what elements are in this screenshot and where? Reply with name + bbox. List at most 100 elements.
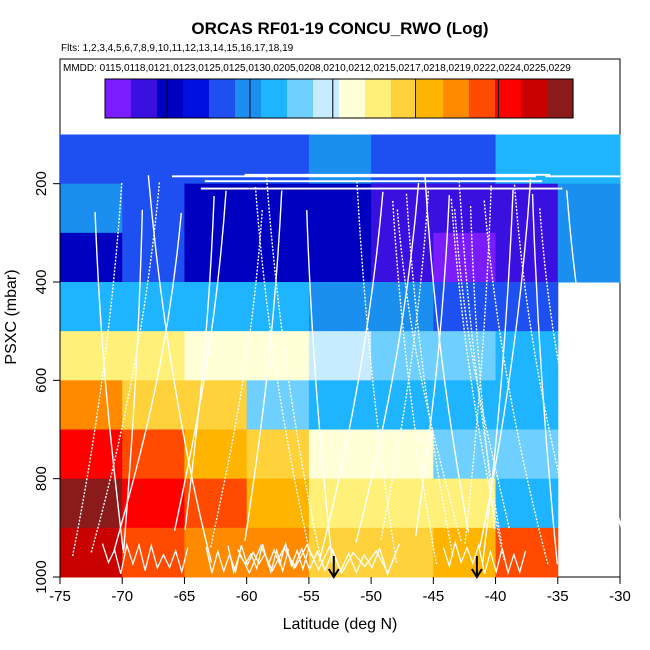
heatmap-cell — [60, 134, 123, 185]
flight-track — [415, 195, 451, 536]
y-axis-label: PSXC (mbar) — [3, 269, 20, 364]
flight-track — [265, 175, 321, 555]
x-tick-label: -35 — [547, 588, 569, 605]
heatmap-cell — [433, 380, 497, 430]
heatmap-cell — [371, 478, 434, 529]
heatmap-cell — [495, 478, 559, 529]
flight-track — [482, 189, 514, 563]
heatmap-cell — [122, 429, 185, 480]
heatmap-cell — [308, 282, 372, 332]
colorbar-swatch — [287, 79, 314, 118]
heatmap-cell — [184, 282, 248, 332]
x-tick-label: -30 — [609, 588, 631, 605]
flight-track — [454, 209, 511, 530]
heatmap-cell — [246, 282, 310, 332]
flight-track — [442, 540, 527, 576]
heatmap-cell — [184, 380, 248, 430]
heatmap-cell — [184, 183, 248, 234]
colorbar-swatch — [443, 79, 470, 118]
heatmap-cell — [184, 478, 248, 529]
x-tick-label: -60 — [236, 588, 258, 605]
colorbar-swatch — [339, 79, 366, 118]
arrow-markers — [327, 556, 483, 579]
flight-track — [71, 182, 123, 558]
colorbar-swatch — [261, 79, 288, 118]
colorbar-swatch — [235, 79, 262, 118]
heatmap-cell — [122, 282, 185, 332]
heatmap-cell — [60, 183, 123, 234]
colorbar-swatch — [547, 79, 574, 118]
flight-track — [318, 191, 384, 562]
x-axis-label: Latitude (deg N) — [283, 616, 398, 633]
colorbar-swatch — [417, 79, 444, 118]
flight-track — [396, 209, 463, 543]
flight-track — [90, 182, 161, 553]
heatmap-cell — [122, 478, 185, 529]
arrow-head — [471, 568, 483, 579]
heatmap-cell — [60, 380, 123, 430]
heatmap-cell — [184, 527, 248, 578]
x-tick-label: -70 — [111, 588, 133, 605]
heatmap-cell — [246, 331, 310, 381]
heatmap-cell — [308, 478, 372, 529]
heatmap-cell — [122, 331, 185, 381]
colorbar-swatch — [469, 79, 496, 118]
flight-track — [450, 198, 505, 561]
heatmap-cell — [495, 232, 559, 283]
flight-tracks — [71, 173, 625, 576]
x-tick-label: -65 — [174, 588, 196, 605]
colorbar-swatch — [131, 79, 158, 118]
colorbar-swatch — [365, 79, 392, 118]
heatmap-cell — [308, 331, 372, 381]
flight-track — [101, 542, 189, 575]
heatmap-cell — [60, 282, 123, 332]
flight-track — [244, 190, 283, 542]
y-tick-label: 200 — [33, 171, 50, 196]
y-tick-label: 800 — [33, 466, 50, 491]
x-tick-label: -50 — [360, 588, 382, 605]
colorbar-swatch — [495, 79, 522, 118]
heatmap-cell — [60, 232, 123, 283]
colorbar-swatch — [391, 79, 418, 118]
x-tick-label: -45 — [422, 588, 444, 605]
flight-track — [479, 179, 532, 548]
heatmap-cell — [246, 380, 310, 430]
flight-track — [392, 200, 438, 565]
heatmap-cell — [60, 429, 123, 480]
flight-track — [380, 187, 430, 541]
flight-track — [356, 181, 398, 564]
heatmap-cell — [184, 331, 248, 381]
y-tick-label: 1000 — [33, 560, 50, 593]
flight-track — [464, 185, 492, 545]
heatmap-cell — [308, 183, 372, 234]
heatmap-cells — [60, 134, 621, 578]
y-tick-label: 400 — [33, 269, 50, 294]
flight-track — [513, 184, 572, 529]
heatmap-cell — [60, 527, 123, 578]
colorbar: 1.61.82.02.22.4 — [104, 78, 574, 149]
y-axis: 200 400 600 800 1000 — [33, 171, 61, 594]
flight-track — [306, 210, 333, 563]
y-tick-label: 600 — [33, 368, 50, 393]
flight-track — [112, 212, 182, 553]
heatmap-cell — [371, 331, 434, 381]
x-tick-label: -75 — [49, 588, 71, 605]
heatmap-cell — [557, 232, 621, 283]
flight-track — [405, 193, 454, 558]
arrow-head — [327, 568, 340, 579]
heatmap-cell — [495, 527, 559, 578]
heatmap-cell — [122, 232, 185, 283]
flight-track — [147, 175, 213, 563]
flight-track — [458, 181, 503, 546]
dates-subtitle: MMDD: 0115,0118,0121,0123,0125,0125,0130… — [63, 63, 571, 74]
flight-track — [94, 211, 124, 551]
heatmap-cell — [371, 183, 434, 234]
colorbar-swatch — [521, 79, 548, 118]
heatmap-cell — [184, 232, 248, 283]
flight-track — [483, 200, 549, 566]
flight-track — [424, 175, 470, 533]
heatmap-cell — [433, 232, 497, 283]
flight-track — [237, 543, 400, 575]
flight-track — [122, 209, 144, 553]
